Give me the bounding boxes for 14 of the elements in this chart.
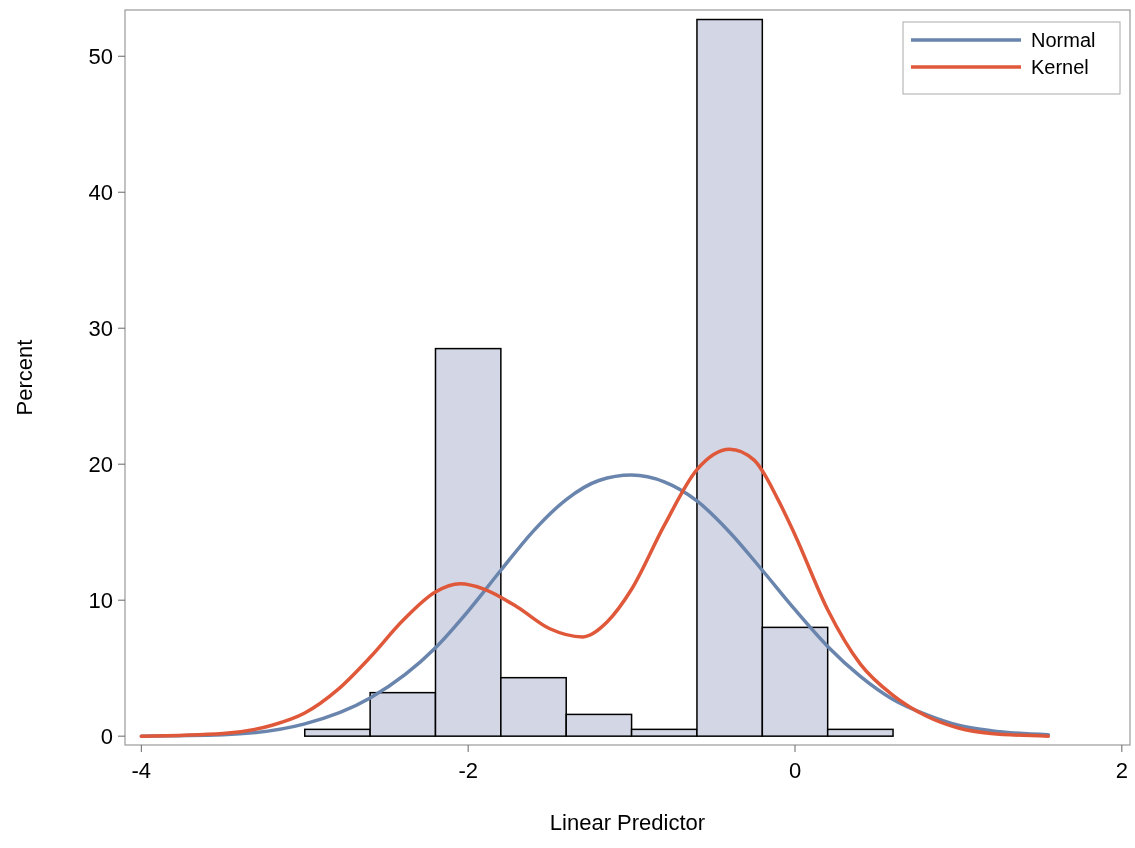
y-tick-label: 30 — [88, 315, 113, 341]
x-axis-title: Linear Predictor — [549, 810, 706, 835]
y-tick-label: 0 — [100, 723, 113, 749]
text: Kernel — [1031, 56, 1089, 78]
y-tick-label: 50 — [88, 43, 113, 69]
x-tick-label: -4 — [131, 758, 152, 783]
y-axis-title: Percent — [12, 339, 37, 416]
y-tick-label: 40 — [88, 179, 113, 205]
y-tick-label: 20 — [88, 451, 113, 477]
x-tick-label: -2 — [458, 758, 478, 783]
x-tick-label: 2 — [1115, 758, 1128, 783]
y-tick-label: 10 — [88, 587, 113, 613]
text: Normal — [1031, 29, 1096, 51]
x-tick-label: 0 — [788, 758, 802, 783]
